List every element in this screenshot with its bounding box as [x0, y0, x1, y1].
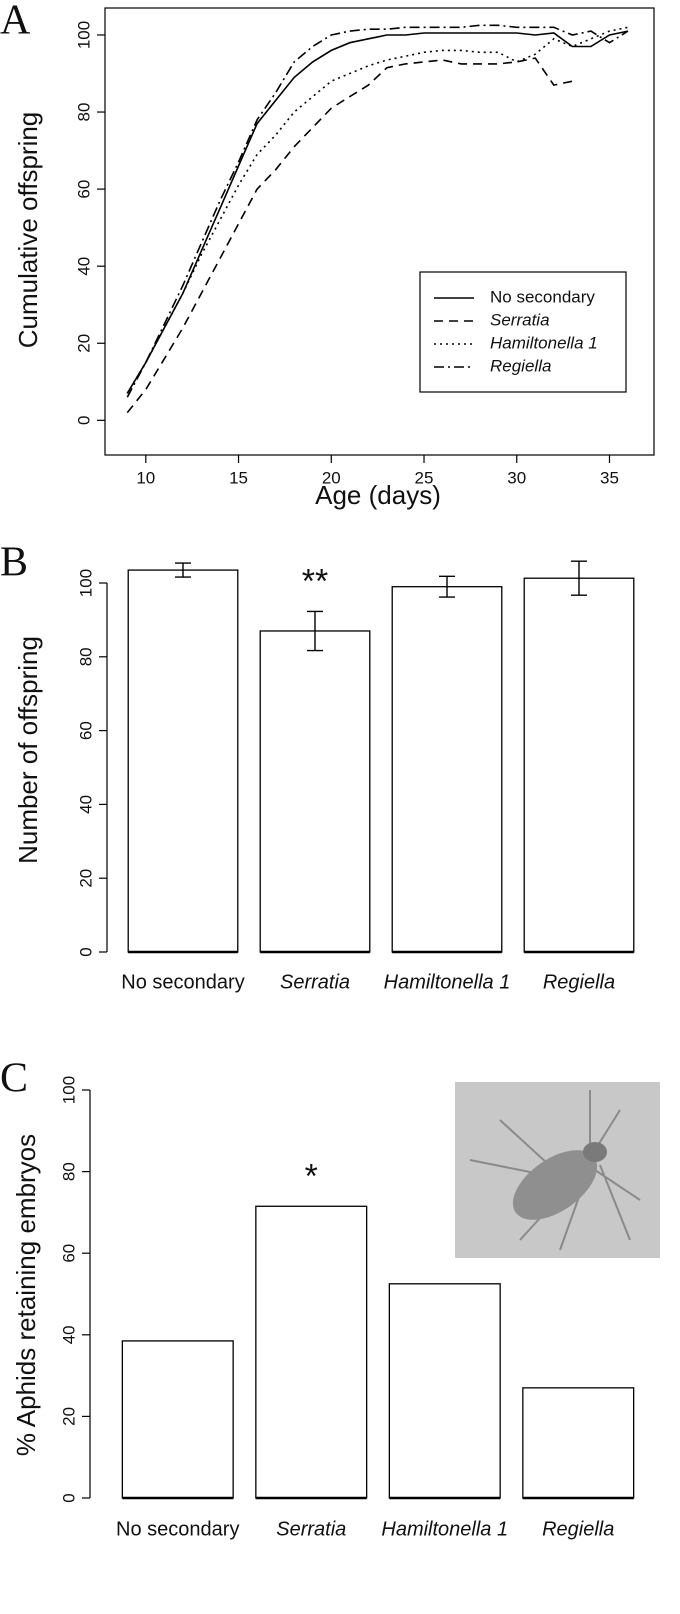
y-tick-label: 80 [74, 103, 93, 122]
y-tick-label: 100 [76, 569, 95, 597]
y-tick-label: 100 [74, 21, 93, 49]
series-line [126, 26, 629, 394]
x-tick-label: Regiella [543, 971, 615, 993]
y-tick-label: 80 [76, 647, 95, 666]
y-tick-label: 20 [76, 869, 95, 888]
series-line [126, 24, 629, 398]
y-tick-label: 20 [59, 1407, 78, 1426]
x-tick-label: No secondary [116, 1518, 239, 1540]
x-tick-label: 25 [415, 468, 434, 487]
y-axis-title: % Aphids retaining embryos [11, 1134, 41, 1456]
legend-label: Hamiltonella 1 [490, 333, 598, 352]
legend-label: No secondary [490, 287, 595, 306]
y-tick-label: 100 [59, 1076, 78, 1104]
y-tick-label: 0 [59, 1493, 78, 1502]
series-line [126, 30, 629, 394]
y-axis-title: Number of offspring [13, 636, 43, 864]
y-tick-label: 0 [76, 947, 95, 956]
significance-mark: * [305, 1157, 318, 1195]
y-tick-label: 60 [59, 1244, 78, 1263]
legend-label: Serratia [490, 310, 550, 329]
series-line [126, 57, 573, 414]
bar [523, 577, 635, 953]
panel-label: A [0, 0, 31, 44]
y-tick-label: 60 [76, 721, 95, 740]
x-tick-label: 10 [136, 468, 155, 487]
y-tick-label: 40 [74, 257, 93, 276]
x-tick-label: 15 [229, 468, 248, 487]
panel-label: B [0, 540, 28, 586]
error-bar [307, 610, 323, 652]
panel-label: C [0, 1056, 28, 1102]
bar [127, 569, 239, 953]
bar [255, 1205, 368, 1499]
bar [121, 1340, 234, 1499]
y-tick-label: 60 [74, 180, 93, 199]
x-tick-label: Regiella [542, 1518, 614, 1540]
bar [522, 1387, 635, 1499]
x-tick-label: 35 [600, 468, 619, 487]
legend-box [419, 271, 627, 393]
y-tick-label: 40 [59, 1325, 78, 1344]
x-tick-label: Hamiltonella 1 [384, 971, 511, 993]
error-bar [175, 562, 191, 578]
aphid-photo [455, 1082, 660, 1258]
y-axis-title: Cumulative offspring [13, 112, 43, 349]
x-tick-label: 20 [322, 468, 341, 487]
error-bar [571, 560, 587, 596]
error-bar [439, 575, 455, 598]
legend-label: Regiella [490, 356, 551, 375]
bar [388, 1283, 501, 1499]
bar [391, 586, 503, 953]
y-tick-label: 80 [59, 1162, 78, 1181]
x-axis-title: Age (days) [315, 480, 441, 510]
x-tick-label: Hamiltonella 1 [381, 1518, 508, 1540]
y-tick-label: 0 [74, 416, 93, 425]
significance-mark: ** [302, 562, 328, 600]
x-tick-label: Serratia [276, 1518, 346, 1540]
bar [259, 630, 371, 953]
y-tick-label: 40 [76, 795, 95, 814]
x-tick-label: No secondary [121, 971, 244, 993]
y-tick-label: 20 [74, 334, 93, 353]
x-tick-label: 30 [507, 468, 526, 487]
x-tick-label: Serratia [280, 971, 350, 993]
plot-frame [104, 7, 655, 456]
